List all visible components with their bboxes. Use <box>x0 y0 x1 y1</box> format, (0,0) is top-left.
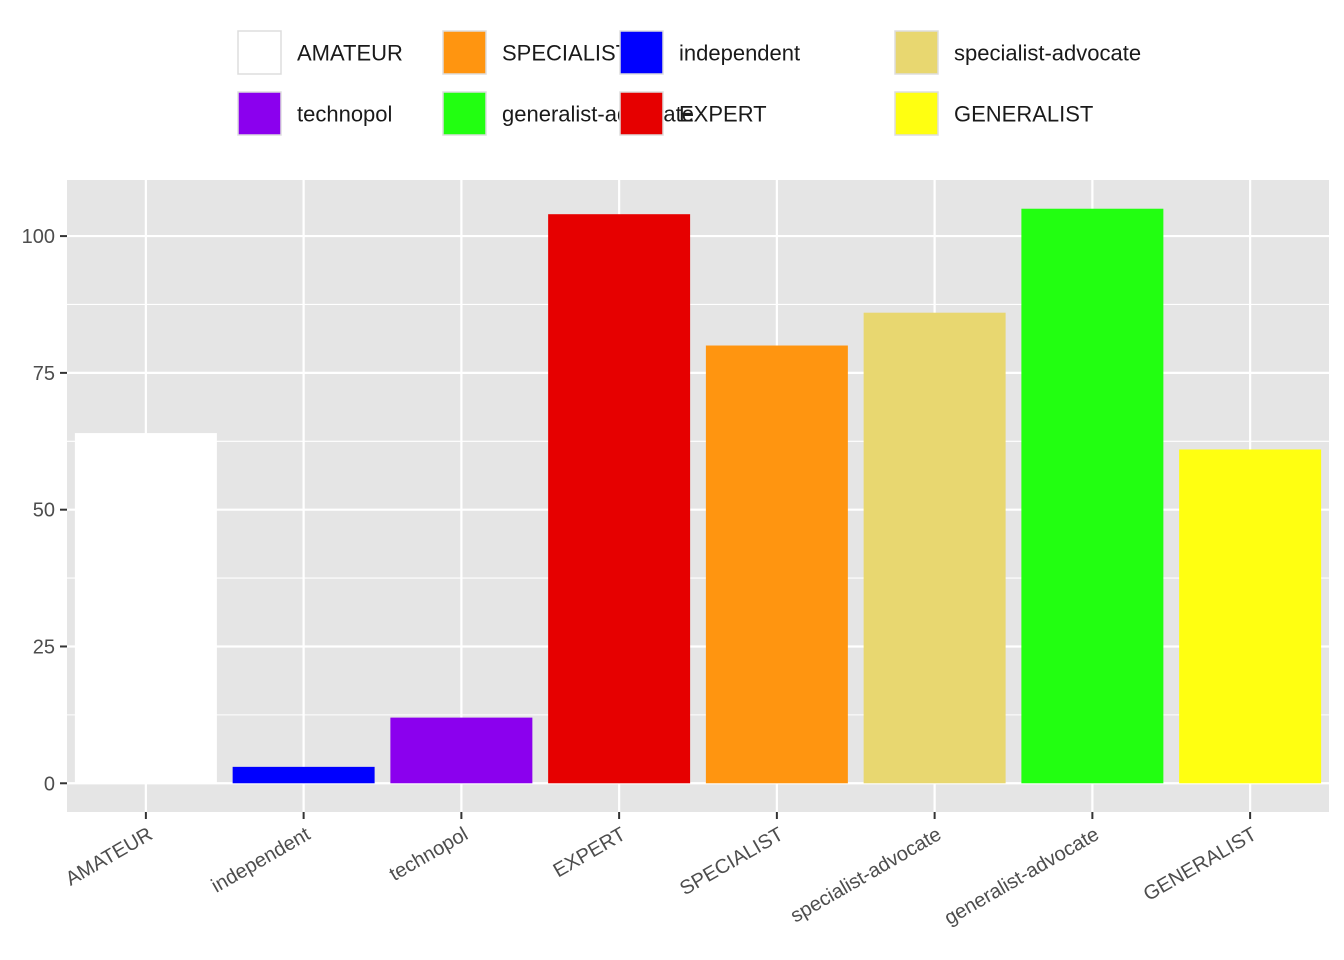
y-tick-label-50: 50 <box>33 500 55 522</box>
legend-label-amateur: AMATEUR <box>297 41 403 66</box>
x-tick-label-amateur: AMATEUR <box>62 823 156 890</box>
x-axis: AMATEUR independent technopol EXPERT SPECIAL… <box>62 812 1261 930</box>
legend-key-technopol <box>237 91 282 136</box>
legend-label-generalist-advocate: generalist-advocate <box>502 102 694 127</box>
legend-key-generalist <box>894 91 939 136</box>
legend-key-specialist <box>442 30 487 75</box>
bar-specialist <box>705 345 848 784</box>
bar-specialist-advocate <box>863 312 1006 784</box>
x-tick-label-specialist-advocate: specialist-advocate <box>787 823 945 927</box>
legend-label-specialist: SPECIALIST <box>502 41 629 66</box>
legend-item-technopol: technopol <box>237 91 392 136</box>
legend-item-amateur: AMATEUR <box>237 30 403 75</box>
legend-key-expert <box>619 91 664 136</box>
y-tick-label-75: 75 <box>33 363 55 385</box>
x-tick-label-generalist: GENERALIST <box>1140 823 1261 905</box>
bar-generalist-advocate <box>1021 208 1164 784</box>
legend-item-specialist: SPECIALIST <box>442 30 629 75</box>
y-tick-label-100: 100 <box>22 226 55 248</box>
bar-generalist <box>1179 449 1322 784</box>
bar-expert <box>548 214 691 784</box>
bar-amateur <box>74 433 217 784</box>
legend-item-independent: independent <box>619 30 800 75</box>
legend-label-independent: independent <box>679 41 800 66</box>
legend-item-expert: EXPERT <box>619 91 767 136</box>
legend-key-independent <box>619 30 664 75</box>
x-tick-label-technopol: technopol <box>386 823 472 885</box>
legend-item-specialist-advocate: specialist-advocate <box>894 30 1141 75</box>
legend: AMATEUR technopol SPECIALIST generalist-adv… <box>237 30 1141 136</box>
y-tick-label-25: 25 <box>33 636 55 658</box>
legend-key-amateur <box>237 30 282 75</box>
legend-label-expert: EXPERT <box>679 102 767 127</box>
x-tick-label-expert: EXPERT <box>550 823 630 882</box>
legend-item-generalist: GENERALIST <box>894 91 1093 136</box>
x-tick-label-independent: independent <box>208 823 315 897</box>
x-tick-label-specialist: SPECIALIST <box>676 823 787 900</box>
bars <box>74 208 1322 784</box>
legend-label-generalist: GENERALIST <box>954 102 1093 127</box>
bar-technopol <box>390 717 533 784</box>
y-tick-label-0: 0 <box>44 773 55 795</box>
x-tick-label-generalist-advocate: generalist-advocate <box>941 823 1103 929</box>
legend-key-specialist-advocate <box>894 30 939 75</box>
legend-label-specialist-advocate: specialist-advocate <box>954 41 1141 66</box>
y-axis: 0 25 50 75 100 <box>22 226 67 795</box>
legend-label-technopol: technopol <box>297 102 392 127</box>
bar-independent <box>232 766 375 784</box>
legend-key-generalist-advocate <box>442 91 487 136</box>
